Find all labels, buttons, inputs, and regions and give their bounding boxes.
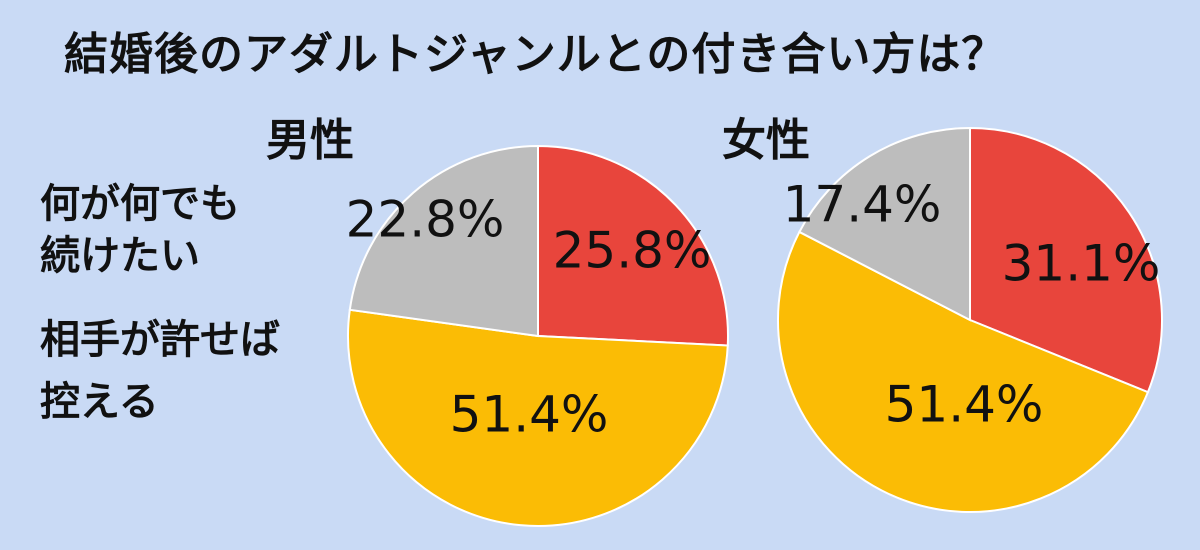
legend-label-refrain: 控える — [40, 379, 159, 425]
pie-male: 25.8% 51.4% 22.8% — [346, 144, 729, 527]
pie-0-data-label-continue: 25.8% — [553, 222, 712, 280]
pie-1-slice-if-allowed — [777, 230, 1150, 513]
pie-1-data-label-if-allowed: 51.4% — [885, 376, 1044, 434]
legend-item-refrain: 控える — [18, 376, 159, 428]
pie-0-data-label-refrain: 22.8% — [346, 191, 505, 249]
legend-label-if-allowed: 相手が許せば — [40, 317, 280, 363]
pie-0-data-label-if-allowed: 51.4% — [450, 386, 609, 444]
pie-female: 31.1% 51.4% 17.4% — [777, 126, 1163, 513]
pie-title-female: 女性 — [722, 115, 810, 166]
legend-item-if-allowed: 相手が許せば — [18, 314, 280, 366]
pie-1-slice-refrain — [798, 126, 971, 322]
pie-0-slice-if-allowed — [347, 308, 729, 527]
legend-item-continue: 何が何でも 続けたい — [18, 178, 240, 282]
legend-label-continue-line1: 何が何でも — [40, 181, 240, 227]
pie-1-data-label-refrain: 17.4% — [783, 176, 942, 234]
pie-1-data-label-continue: 31.1% — [1002, 235, 1161, 293]
pie-0-slice-refrain — [348, 144, 539, 338]
legend-label-continue-line2: 続けたい — [40, 233, 200, 279]
pie-title-male: 男性 — [266, 115, 354, 166]
pie-1-slice-continue — [969, 126, 1163, 394]
chart-title: 結婚後のアダルトジャンルとの付き合い方は？ — [64, 29, 1007, 80]
pie-0-slice-continue — [537, 144, 729, 347]
